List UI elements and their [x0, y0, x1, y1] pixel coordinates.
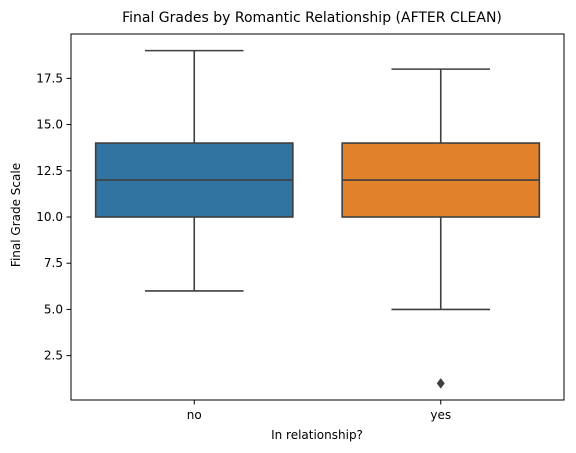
- x-tick-label-no: no: [187, 408, 202, 422]
- y-tick-label: 7.5: [44, 256, 63, 270]
- x-tick-label-yes: yes: [430, 408, 451, 422]
- x-axis-label: In relationship?: [271, 428, 363, 442]
- y-tick-label: 2.5: [44, 349, 63, 363]
- y-axis-label: Final Grade Scale: [9, 163, 23, 267]
- y-tick-label: 10.0: [36, 210, 63, 224]
- y-tick-label: 15.0: [36, 118, 63, 132]
- outlier-point-yes-0: [436, 378, 445, 389]
- chart-title: Final Grades by Romantic Relationship (A…: [122, 10, 502, 26]
- y-tick-label: 5.0: [44, 302, 63, 316]
- y-tick-label: 12.5: [36, 164, 63, 178]
- y-tick-label: 17.5: [36, 71, 63, 85]
- plot-area: 2.5 5.0 7.5 10.0 12.5 15.0 17.5 no yes: [36, 33, 565, 422]
